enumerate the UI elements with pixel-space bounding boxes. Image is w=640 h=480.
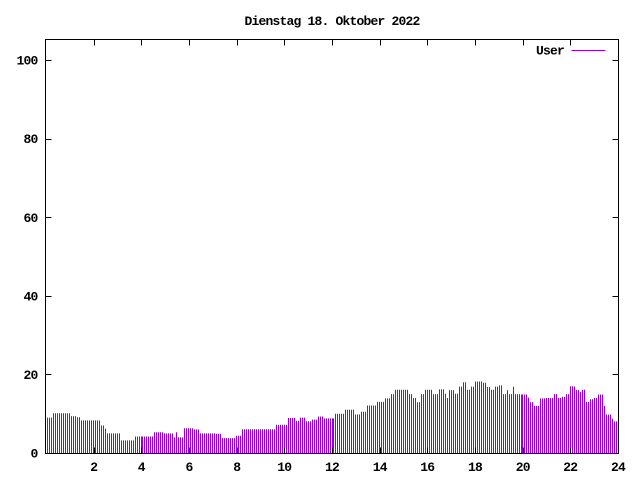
svg-text:80: 80 [23, 132, 38, 147]
svg-text:4: 4 [138, 460, 146, 475]
svg-text:8: 8 [233, 460, 241, 475]
svg-text:20: 20 [516, 460, 531, 475]
svg-text:User: User [536, 44, 564, 59]
svg-text:60: 60 [23, 211, 38, 226]
svg-text:18: 18 [468, 460, 483, 475]
svg-text:Dienstag 18. Oktober 2022: Dienstag 18. Oktober 2022 [244, 14, 420, 29]
svg-text:12: 12 [325, 460, 340, 475]
svg-text:10: 10 [277, 460, 292, 475]
svg-text:14: 14 [373, 460, 388, 475]
svg-text:20: 20 [23, 368, 38, 383]
svg-text:22: 22 [563, 460, 578, 475]
svg-text:0: 0 [30, 447, 38, 462]
svg-text:6: 6 [185, 460, 193, 475]
svg-text:2: 2 [90, 460, 98, 475]
svg-text:16: 16 [420, 460, 435, 475]
svg-text:100: 100 [16, 54, 38, 69]
svg-text:24: 24 [611, 460, 626, 475]
svg-text:40: 40 [23, 289, 38, 304]
